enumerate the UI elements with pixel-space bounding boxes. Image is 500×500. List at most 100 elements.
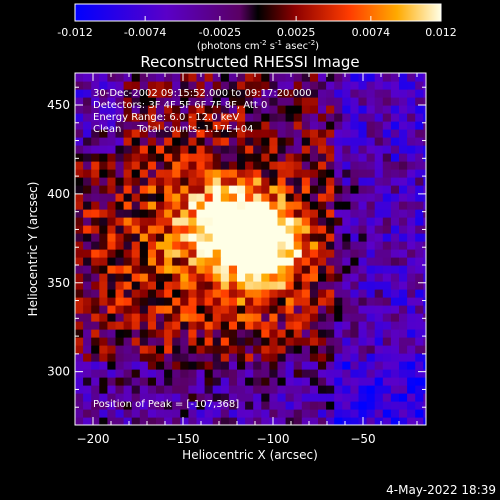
heatmap-cell — [164, 233, 173, 242]
heatmap-cell — [75, 137, 84, 146]
heatmap-cell — [269, 297, 279, 306]
heatmap-cell — [123, 385, 133, 394]
heatmap-cell — [301, 305, 311, 314]
colorbar-tick-label: -0.0074 — [124, 26, 166, 39]
heatmap-cell — [172, 369, 181, 378]
colorbar-tick-label: 0.0074 — [352, 26, 391, 39]
heatmap-cell — [318, 209, 327, 218]
heatmap-cell — [382, 225, 392, 234]
heatmap-cell — [382, 265, 392, 274]
heatmap-cell — [123, 273, 133, 282]
heatmap-cell — [374, 137, 384, 146]
heatmap-cell — [342, 393, 351, 402]
heatmap-cell — [350, 329, 360, 338]
heatmap-cell — [261, 145, 270, 154]
heatmap-cell — [75, 233, 84, 242]
heatmap-cell — [374, 73, 384, 82]
heatmap-cell — [301, 185, 311, 194]
heatmap-cell — [204, 105, 214, 114]
heatmap-cell — [342, 369, 351, 378]
heatmap-cell — [293, 369, 303, 378]
heatmap-cell — [358, 305, 368, 314]
heatmap-cell — [147, 265, 157, 274]
heatmap-cell — [382, 105, 392, 114]
heatmap-cell — [399, 417, 408, 425]
heatmap-cell — [196, 225, 206, 234]
heatmap-cell — [107, 377, 117, 386]
heatmap-cell — [390, 105, 400, 114]
heatmap-cell — [366, 265, 376, 274]
heatmap-cell — [350, 145, 360, 154]
heatmap-cell — [301, 169, 311, 178]
heatmap-cell — [423, 137, 426, 146]
heatmap-cell — [301, 217, 311, 226]
heatmap-cell — [423, 177, 426, 186]
heatmap-cell — [83, 81, 92, 90]
heatmap-cell — [212, 153, 222, 162]
heatmap-cell — [245, 257, 254, 266]
heatmap-cell — [390, 265, 400, 274]
heatmap-cell — [172, 145, 181, 154]
heatmap-cell — [253, 369, 262, 378]
heatmap-cell — [91, 201, 100, 210]
heatmap-cell — [156, 185, 165, 194]
heatmap-cell — [423, 353, 426, 362]
heatmap-cell — [83, 73, 92, 82]
heatmap-cell — [83, 385, 92, 394]
heatmap-cell — [83, 145, 92, 154]
heatmap-cell — [75, 353, 84, 362]
heatmap-cell — [99, 409, 108, 418]
heatmap-cell — [75, 153, 84, 162]
heatmap-cell — [334, 153, 343, 162]
heatmap-cell — [334, 353, 343, 362]
heatmap-cell — [172, 305, 181, 314]
heatmap-cell — [75, 169, 84, 178]
heatmap-cell — [399, 313, 408, 322]
heatmap-cell — [91, 217, 100, 226]
heatmap-cell — [212, 281, 222, 290]
heatmap-cell — [220, 337, 230, 346]
heatmap-cell — [415, 329, 424, 338]
heatmap-cell — [326, 169, 335, 178]
heatmap-cell — [91, 209, 100, 218]
heatmap-cell — [164, 89, 173, 98]
heatmap-cell — [107, 161, 117, 170]
heatmap-cell — [164, 337, 173, 346]
heatmap-cell — [212, 145, 222, 154]
heatmap-cell — [415, 369, 424, 378]
heatmap-cell — [131, 385, 141, 394]
heatmap-cell — [269, 121, 279, 130]
heatmap-cell — [164, 297, 173, 306]
heatmap-cell — [301, 313, 311, 322]
heatmap-cell — [115, 297, 125, 306]
heatmap-cell — [261, 153, 270, 162]
heatmap-cell — [204, 417, 214, 425]
heatmap-cell — [285, 393, 295, 402]
heatmap-cell — [188, 129, 198, 138]
heatmap-cell — [350, 377, 360, 386]
heatmap-cell — [318, 241, 327, 250]
heatmap-cell — [407, 225, 416, 234]
heatmap-cell — [164, 153, 173, 162]
heatmap-cell — [180, 353, 189, 362]
heatmap-cell — [301, 97, 311, 106]
heatmap-cell — [399, 241, 408, 250]
heatmap-cell — [423, 265, 426, 274]
heatmap-cell — [123, 257, 133, 266]
heatmap-cell — [326, 265, 335, 274]
heatmap-cell — [382, 321, 392, 330]
heatmap-cell — [147, 409, 157, 418]
heatmap-cell — [139, 217, 149, 226]
heatmap-cell — [415, 129, 424, 138]
heatmap-cell — [407, 353, 416, 362]
heatmap-cell — [269, 257, 279, 266]
heatmap-cell — [334, 209, 343, 218]
heatmap-cell — [309, 201, 319, 210]
heatmap-cell — [180, 281, 189, 290]
heatmap-cell — [277, 193, 287, 202]
heatmap-cell — [261, 353, 270, 362]
heatmap-cell — [366, 105, 376, 114]
heatmap-cell — [164, 177, 173, 186]
heatmap-cell — [188, 329, 198, 338]
heatmap-cell — [423, 257, 426, 266]
